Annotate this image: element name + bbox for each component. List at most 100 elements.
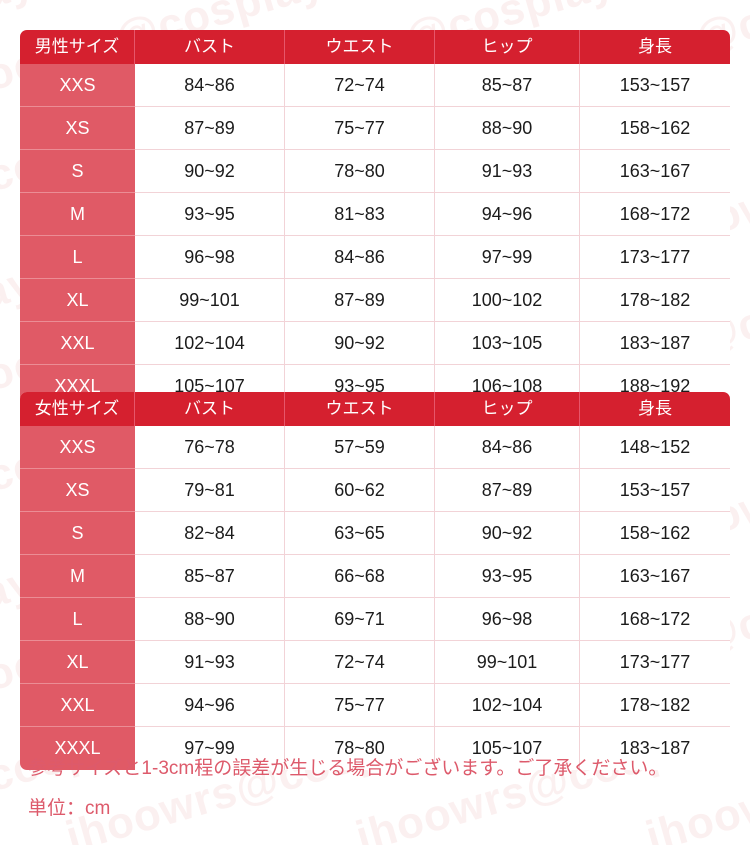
waist-value: 87~89	[285, 279, 435, 322]
height-value: 178~182	[580, 684, 730, 727]
waist-value: 57~59	[285, 426, 435, 469]
height-value: 163~167	[580, 150, 730, 193]
hip-value: 84~86	[435, 426, 580, 469]
column-header-hip: ヒップ	[435, 30, 580, 64]
hip-value: 94~96	[435, 193, 580, 236]
bust-value: 99~101	[135, 279, 285, 322]
hip-value: 96~98	[435, 598, 580, 641]
waist-value: 75~77	[285, 107, 435, 150]
height-value: 173~177	[580, 236, 730, 279]
womens-size-table-container: 女性サイズ バスト ウエスト ヒップ 身長 XXS 76~78 57~59 84…	[20, 392, 730, 770]
size-label: XXXL	[20, 727, 135, 770]
column-header-bust: バスト	[135, 30, 285, 64]
womens-size-table: 女性サイズ バスト ウエスト ヒップ 身長 XXS 76~78 57~59 84…	[20, 392, 730, 770]
table-row: M 85~87 66~68 93~95 163~167	[20, 555, 730, 598]
size-disclaimer-text: 参考サイズと1-3cm程の誤差が生じる場合がございます。ご了承ください。	[28, 758, 668, 779]
table-row: XXL 102~104 90~92 103~105 183~187	[20, 322, 730, 365]
waist-value: 66~68	[285, 555, 435, 598]
bust-value: 85~87	[135, 555, 285, 598]
hip-value: 87~89	[435, 469, 580, 512]
size-label: XXL	[20, 322, 135, 365]
bust-value: 91~93	[135, 641, 285, 684]
waist-value: 78~80	[285, 150, 435, 193]
womens-table-header: 女性サイズ バスト ウエスト ヒップ 身長	[20, 392, 730, 426]
table-row: XS 87~89 75~77 88~90 158~162	[20, 107, 730, 150]
notes-section: 参考サイズと1-3cm程の誤差が生じる場合がございます。ご了承ください。 単位：…	[28, 752, 728, 826]
table-row: L 88~90 69~71 96~98 168~172	[20, 598, 730, 641]
table-header-row: 男性サイズ バスト ウエスト ヒップ 身長	[20, 30, 730, 64]
column-header-waist: ウエスト	[285, 392, 435, 426]
hip-value: 100~102	[435, 279, 580, 322]
hip-value: 90~92	[435, 512, 580, 555]
size-label: XL	[20, 641, 135, 684]
waist-value: 72~74	[285, 64, 435, 107]
hip-value: 105~107	[435, 727, 580, 770]
column-header-height: 身長	[580, 30, 730, 64]
size-label: S	[20, 150, 135, 193]
unit-text: 単位：cm	[28, 798, 111, 819]
mens-size-table: 男性サイズ バスト ウエスト ヒップ 身長 XXS 84~86 72~74 85…	[20, 30, 730, 408]
hip-value: 85~87	[435, 64, 580, 107]
waist-value: 84~86	[285, 236, 435, 279]
waist-value: 69~71	[285, 598, 435, 641]
height-value: 163~167	[580, 555, 730, 598]
table-row: XS 79~81 60~62 87~89 153~157	[20, 469, 730, 512]
bust-value: 79~81	[135, 469, 285, 512]
height-value: 158~162	[580, 512, 730, 555]
waist-value: 63~65	[285, 512, 435, 555]
size-label: L	[20, 598, 135, 641]
table-row: S 90~92 78~80 91~93 163~167	[20, 150, 730, 193]
height-value: 153~157	[580, 64, 730, 107]
height-value: 158~162	[580, 107, 730, 150]
waist-value: 72~74	[285, 641, 435, 684]
bust-value: 76~78	[135, 426, 285, 469]
size-label: XXL	[20, 684, 135, 727]
table-row: XL 91~93 72~74 99~101 173~177	[20, 641, 730, 684]
hip-value: 88~90	[435, 107, 580, 150]
height-value: 173~177	[580, 641, 730, 684]
table-row: L 96~98 84~86 97~99 173~177	[20, 236, 730, 279]
height-value: 153~157	[580, 469, 730, 512]
bust-value: 88~90	[135, 598, 285, 641]
size-label: S	[20, 512, 135, 555]
size-label: XL	[20, 279, 135, 322]
table-row: XXS 84~86 72~74 85~87 153~157	[20, 64, 730, 107]
height-value: 178~182	[580, 279, 730, 322]
table-row: XL 99~101 87~89 100~102 178~182	[20, 279, 730, 322]
size-label: XS	[20, 469, 135, 512]
table-row: XXS 76~78 57~59 84~86 148~152	[20, 426, 730, 469]
hip-value: 97~99	[435, 236, 580, 279]
height-value: 148~152	[580, 426, 730, 469]
column-header-bust: バスト	[135, 392, 285, 426]
waist-value: 90~92	[285, 322, 435, 365]
bust-value: 102~104	[135, 322, 285, 365]
column-header-hip: ヒップ	[435, 392, 580, 426]
column-header-waist: ウエスト	[285, 30, 435, 64]
mens-size-table-container: 男性サイズ バスト ウエスト ヒップ 身長 XXS 84~86 72~74 85…	[20, 30, 730, 408]
hip-value: 102~104	[435, 684, 580, 727]
hip-value: 91~93	[435, 150, 580, 193]
hip-value: 99~101	[435, 641, 580, 684]
column-header-size: 男性サイズ	[20, 30, 135, 64]
bust-value: 97~99	[135, 727, 285, 770]
bust-value: 84~86	[135, 64, 285, 107]
bust-value: 93~95	[135, 193, 285, 236]
waist-value: 75~77	[285, 684, 435, 727]
height-value: 183~187	[580, 322, 730, 365]
table-row: M 93~95 81~83 94~96 168~172	[20, 193, 730, 236]
mens-table-body: XXS 84~86 72~74 85~87 153~157 XS 87~89 7…	[20, 64, 730, 408]
size-label: L	[20, 236, 135, 279]
waist-value: 60~62	[285, 469, 435, 512]
column-header-size: 女性サイズ	[20, 392, 135, 426]
mens-table-header: 男性サイズ バスト ウエスト ヒップ 身長	[20, 30, 730, 64]
womens-table-body: XXS 76~78 57~59 84~86 148~152 XS 79~81 6…	[20, 426, 730, 770]
bust-value: 82~84	[135, 512, 285, 555]
height-value: 183~187	[580, 727, 730, 770]
size-label: M	[20, 193, 135, 236]
waist-value: 78~80	[285, 727, 435, 770]
bust-value: 94~96	[135, 684, 285, 727]
height-value: 168~172	[580, 598, 730, 641]
size-label: XXS	[20, 64, 135, 107]
hip-value: 93~95	[435, 555, 580, 598]
bust-value: 96~98	[135, 236, 285, 279]
